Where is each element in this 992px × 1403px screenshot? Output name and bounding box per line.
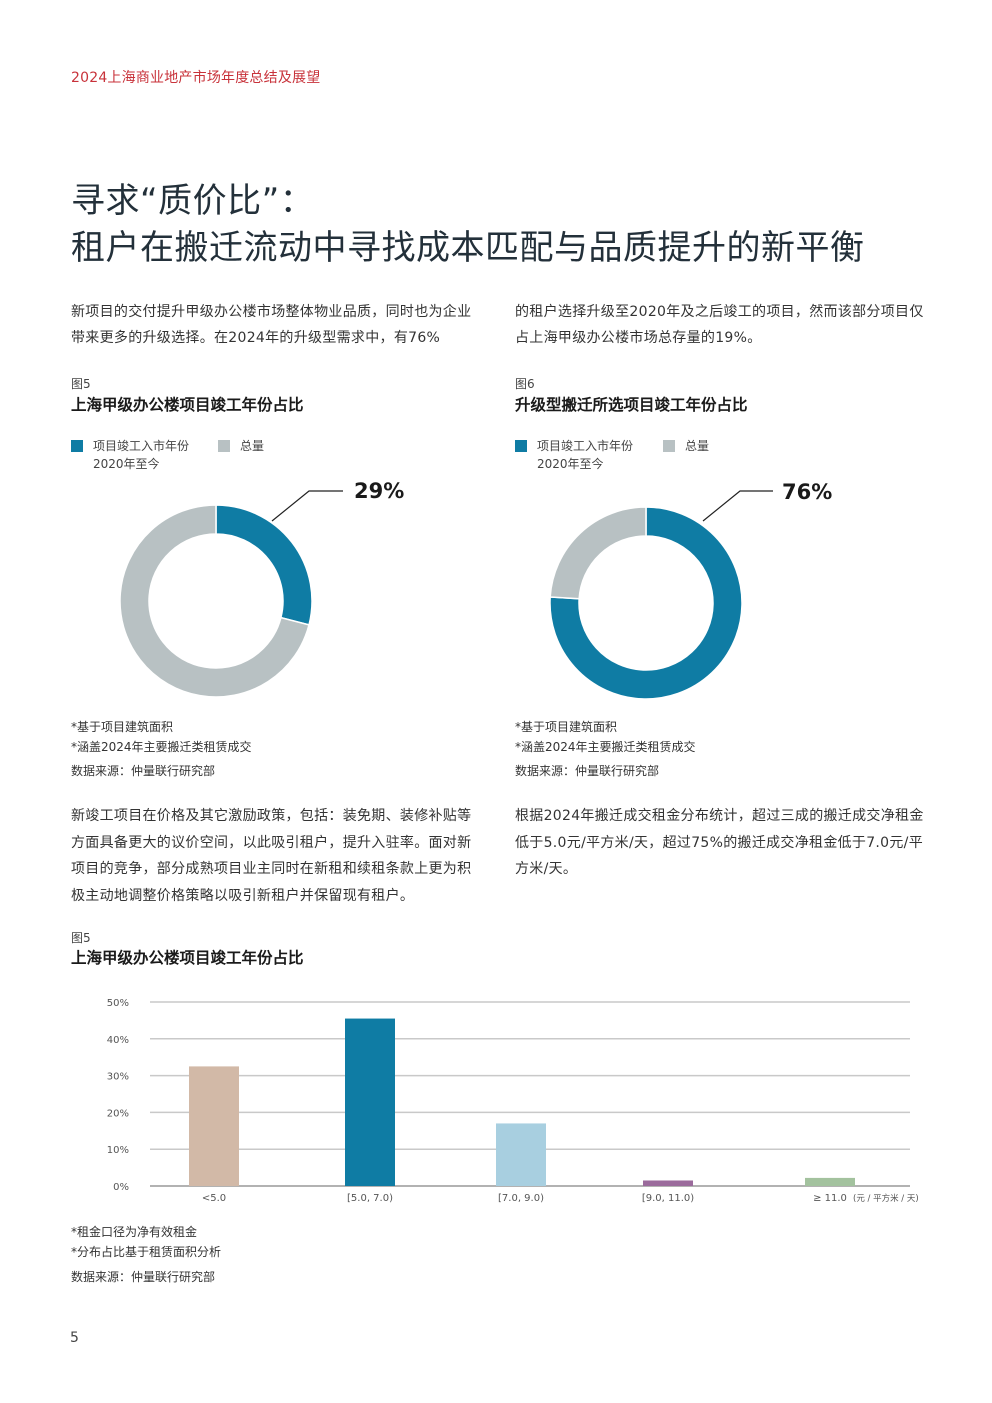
- intro-paragraph-right: 的租户选择升级至2020年及之后竣工的项目，然而该部分项目仅占上海甲级办公楼市场…: [515, 304, 924, 346]
- body-paragraph-right: 根据2024年搬迁成交租金分布统计，超过三成的搬迁成交净租金低于5.0元/平方米…: [515, 808, 924, 877]
- x-tick-label: ≥ 11.0: [813, 1193, 847, 1204]
- bar: [805, 1177, 855, 1186]
- bar-chart-y-ticks: 0% 10% 20% 30% 40% 50%: [107, 998, 129, 1193]
- legend-swatch-grey: [663, 440, 675, 452]
- page-title-line1: 寻求“质价比”：: [71, 181, 315, 221]
- bar: [643, 1180, 693, 1186]
- figure-left-legend-item-total: 总量: [218, 437, 264, 455]
- x-tick-label: <5.0: [202, 1193, 226, 1204]
- bar-chart-bars: [189, 1018, 855, 1186]
- figure-left-legend-item-new: 项目竣工入市年份 2020年至今: [71, 437, 189, 473]
- donut-slice: [215, 504, 313, 626]
- y-tick-label: 30%: [107, 1072, 129, 1083]
- figure-left-callout-value: 29%: [354, 479, 405, 503]
- legend-text: 项目竣工入市年份 2020年至今: [93, 437, 189, 473]
- legend-line1: 总量: [240, 439, 265, 453]
- donut-right-slices: [549, 506, 743, 700]
- bar-chart: 0% 10% 20% 30% 40% 50% <5.0 [5.0, 7.0) [7.0, 9.…: [107, 998, 919, 1204]
- legend-line2: 2020年至今: [93, 457, 160, 471]
- x-tick-label: [7.0, 9.0): [498, 1193, 544, 1204]
- page-title: 寻求“质价比”： 租户在搬迁流动中寻找成本匹配与品质提升的新平衡: [71, 178, 865, 272]
- figure-right-label: 图6: [515, 377, 535, 391]
- bar: [345, 1018, 395, 1186]
- figure-left-note-2: *涵盖2024年主要搬迁类租赁成交: [71, 740, 252, 754]
- donut-chart-left: [119, 490, 343, 698]
- figure-bottom-note-2: *分布占比基于租赁面积分析: [71, 1245, 222, 1259]
- y-tick-label: 20%: [107, 1108, 129, 1119]
- figure-right-legend-item-total: 总量: [663, 437, 709, 455]
- legend-line2: 2020年至今: [537, 457, 604, 471]
- legend-text: 项目竣工入市年份 2020年至今: [537, 437, 633, 473]
- y-tick-label: 0%: [113, 1182, 129, 1193]
- y-tick-label: 40%: [107, 1035, 129, 1046]
- bar: [496, 1123, 546, 1186]
- donut-slice: [549, 506, 743, 700]
- figure-left-source: 数据来源：仲量联行研究部: [71, 764, 216, 778]
- figure-right-title: 升级型搬迁所选项目竣工年份占比: [515, 396, 748, 414]
- callout-leader-line: [702, 490, 773, 522]
- figure-bottom-note-1: *租金口径为净有效租金: [71, 1225, 198, 1239]
- figure-right-legend-item-new: 项目竣工入市年份 2020年至今: [515, 437, 633, 473]
- page-title-line2: 租户在搬迁流动中寻找成本匹配与品质提升的新平衡: [71, 228, 865, 268]
- figure-left-note-1: *基于项目建筑面积: [71, 720, 174, 734]
- figure-right-note-2: *涵盖2024年主要搬迁类租赁成交: [515, 740, 696, 754]
- x-tick-label: [9.0, 11.0): [642, 1193, 694, 1204]
- legend-line1: 项目竣工入市年份: [93, 439, 190, 453]
- body-paragraph-left: 新竣工项目在价格及其它激励政策，包括：装免期、装修补贴等方面具备更大的议价空间，…: [71, 808, 472, 904]
- figure-bottom-source: 数据来源：仲量联行研究部: [71, 1270, 216, 1284]
- figure-right-callout-value: 76%: [782, 480, 833, 504]
- figure-bottom-label: 图5: [71, 931, 91, 945]
- legend-swatch-grey: [218, 440, 230, 452]
- figure-left-label: 图5: [71, 377, 91, 391]
- bar: [189, 1066, 239, 1186]
- figure-right-source: 数据来源：仲量联行研究部: [515, 764, 660, 778]
- donut-slice: [549, 506, 647, 600]
- y-tick-label: 50%: [107, 998, 129, 1009]
- legend-swatch-teal: [71, 440, 83, 452]
- figure-left-title: 上海甲级办公楼项目竣工年份占比: [71, 396, 304, 414]
- bar-chart-x-ticks: <5.0 [5.0, 7.0) [7.0, 9.0) [9.0, 11.0) ≥ 11.…: [202, 1193, 847, 1204]
- legend-line1: 项目竣工入市年份: [537, 439, 634, 453]
- header-title: 2024上海商业地产市场年度总结及展望: [71, 70, 321, 86]
- figure-right-note-1: *基于项目建筑面积: [515, 720, 618, 734]
- figure-bottom-title: 上海甲级办公楼项目竣工年份占比: [71, 949, 304, 967]
- legend-swatch-teal: [515, 440, 527, 452]
- y-tick-label: 10%: [107, 1145, 129, 1156]
- bar-chart-unit-label: (元 / 平方米 / 天): [853, 1193, 919, 1204]
- callout-leader-line: [271, 490, 343, 522]
- donut-left-slices: [119, 504, 313, 698]
- legend-line1: 总量: [685, 439, 710, 453]
- intro-paragraph-left: 新项目的交付提升甲级办公楼市场整体物业品质，同时也为企业带来更多的升级选择。在2…: [71, 304, 472, 346]
- page-number: 5: [70, 1330, 79, 1346]
- donut-chart-right: [549, 490, 773, 700]
- donut-slice: [119, 504, 310, 698]
- x-tick-label: [5.0, 7.0): [347, 1193, 393, 1204]
